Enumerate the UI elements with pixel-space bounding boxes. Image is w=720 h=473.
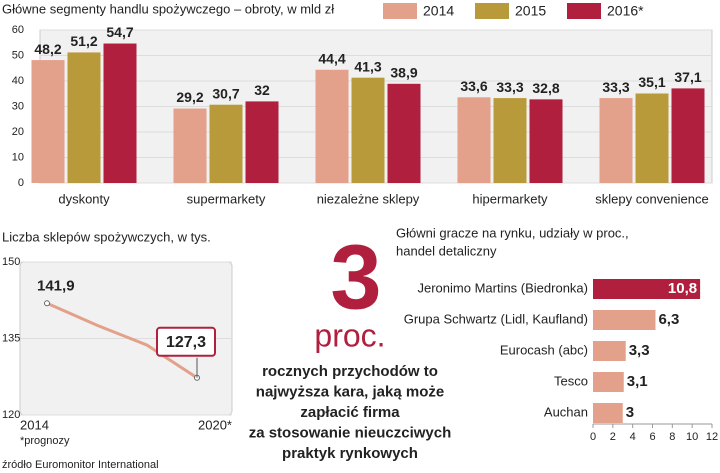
y-tick-label: 40	[12, 75, 24, 87]
y-tick-label: 30	[12, 100, 24, 112]
bar	[635, 93, 669, 183]
callout-text: praktyk rynkowych	[282, 445, 418, 462]
chart-title: Główni gracze na rynku, udziały w proc.,	[396, 225, 629, 240]
bar	[351, 77, 385, 183]
bar	[387, 83, 421, 183]
x-tick-label: niezależne sklepy	[317, 191, 420, 206]
note: *prognozy	[20, 435, 70, 447]
x-tick-label: dyskonty	[58, 191, 110, 206]
x-tick-label: 4	[630, 431, 636, 443]
bar	[245, 101, 279, 183]
value-label: 3,1	[627, 373, 648, 390]
category-label: Auchan	[544, 404, 588, 419]
chart-title: Liczba sklepów spożywczych, w tys.	[2, 229, 211, 244]
x-tick-label: 6	[649, 431, 655, 443]
callout-unit: proc.	[314, 317, 385, 353]
value-label: 41,3	[354, 58, 381, 74]
value-label: 10,8	[668, 280, 697, 297]
value-label: 6,3	[658, 311, 679, 328]
value-label: 44,4	[318, 50, 345, 66]
x-tick-label: 2	[610, 431, 616, 443]
value-label: 33,6	[460, 78, 487, 94]
bar	[173, 108, 207, 183]
point	[44, 300, 50, 307]
value-label: 3	[626, 404, 634, 421]
bar	[67, 52, 101, 183]
bar	[593, 310, 656, 330]
bar	[671, 88, 705, 183]
bar	[209, 104, 243, 183]
value-label: 141,9	[37, 277, 75, 294]
value-label: 33,3	[602, 79, 629, 95]
value-label: 29,2	[176, 89, 203, 105]
value-label: 30,7	[212, 85, 239, 101]
value-label: 48,2	[34, 41, 61, 57]
value-label: 37,1	[674, 69, 701, 85]
y-tick-label: 150	[2, 256, 20, 268]
x-tick-label: sklepy convenience	[595, 191, 708, 206]
x-tick-label: 0	[590, 431, 596, 443]
value-label: 54,7	[106, 24, 133, 40]
legend-swatch	[383, 3, 417, 19]
value-label: 3,3	[629, 342, 650, 359]
callout-text: najwyższa kara, jaką może	[256, 383, 444, 400]
x-tick-label: hipermarkety	[472, 191, 548, 206]
value-label: 35,1	[638, 74, 665, 90]
callout-text: zapłacić firma	[300, 404, 400, 421]
chart-title: handel detaliczny	[396, 243, 497, 258]
y-tick-label: 120	[2, 409, 20, 421]
source: źródło Euromonitor International	[2, 459, 159, 471]
x-tick-label: 2020*	[198, 417, 232, 432]
x-tick-label: supermarkety	[187, 191, 266, 206]
value-label: 32	[254, 82, 270, 98]
callout-text: za stosowanie nieuczciwych	[249, 424, 452, 441]
bar	[593, 341, 626, 361]
callout-text: rocznych przychodów to	[262, 363, 438, 380]
x-tick-label: 8	[669, 431, 675, 443]
bar	[593, 279, 701, 299]
value-label: 33,3	[496, 79, 523, 95]
y-tick-label: 135	[2, 332, 20, 344]
bar	[593, 403, 623, 423]
category-label: Jeronimo Martins (Biedronka)	[417, 280, 588, 295]
line	[46, 301, 198, 380]
value-label: 32,8	[532, 80, 559, 96]
bar	[593, 372, 624, 392]
bar	[529, 99, 563, 183]
value-label: 127,3	[166, 334, 206, 351]
x-tick-label: 10	[686, 431, 698, 443]
value-label: 51,2	[70, 33, 97, 49]
y-tick-label: 0	[18, 177, 24, 189]
legend-label: 2015	[515, 3, 546, 19]
y-tick-label: 20	[12, 126, 24, 138]
legend-label: 2014	[423, 3, 454, 19]
category-label: Tesco	[554, 373, 588, 388]
bar	[315, 69, 349, 183]
callout-number: 3	[330, 226, 381, 328]
category-label: Grupa Schwartz (Lidl, Kaufland)	[404, 311, 588, 326]
y-tick-label: 50	[12, 49, 24, 61]
x-tick-label: 2014	[20, 417, 49, 432]
y-tick-label: 60	[12, 24, 24, 36]
legend-label: 2016*	[607, 3, 644, 19]
y-tick-label: 10	[12, 151, 24, 163]
category-label: Eurocash (abc)	[500, 342, 588, 357]
bar	[599, 98, 633, 183]
bar	[457, 97, 491, 183]
chart-title: Główne segmenty handlu spożywczego – obr…	[2, 1, 334, 16]
bar	[493, 98, 527, 183]
bar	[31, 60, 65, 184]
legend-swatch	[475, 3, 509, 19]
value-label: 38,9	[390, 65, 417, 81]
label-box	[156, 326, 216, 357]
x-tick-label: 12	[706, 431, 718, 443]
legend-swatch	[567, 3, 601, 19]
bar	[103, 43, 137, 183]
